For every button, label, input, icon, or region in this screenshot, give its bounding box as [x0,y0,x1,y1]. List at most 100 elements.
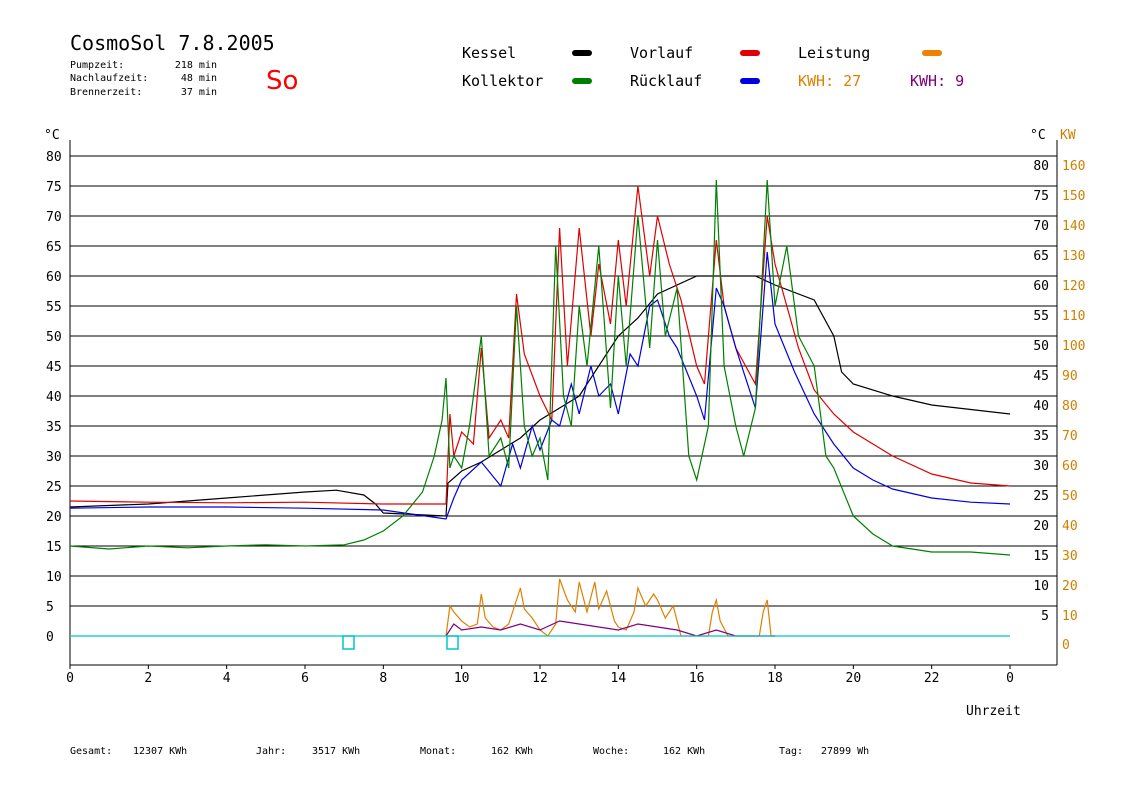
legend-label-ruecklauf: Rücklauf [630,72,702,90]
y-tick-label-right-power: 130 [1062,249,1085,264]
stat-value-pumpzeit: 218 min [175,60,217,71]
footer-value-tag: 27899 Wh [821,746,869,757]
x-tick-label: 2 [144,671,152,686]
y-tick-label-right-temp: 40 [1033,399,1049,414]
y-tick-label-right-temp: 15 [1033,549,1049,564]
legend-label-kessel: Kessel [462,44,516,62]
y-tick-label-left: 20 [46,510,62,525]
legend-swatch-kollektor [572,78,592,84]
y-ticks-left: 0 5 10 15 20 25 30 35 40 45 50 55 60 65 70 75 80 [46,150,62,645]
legend-swatch-vorlauf [740,50,760,56]
series-line-vorlauf [69,185,1011,505]
x-tick-label: 20 [846,671,862,686]
legend-label-vorlauf: Vorlauf [630,44,693,62]
y-tick-label-left: 40 [46,390,62,405]
y-tick-label-right-power: 60 [1062,459,1078,474]
y-tick-label-right-temp: 25 [1033,489,1049,504]
legend-label-leistung: Leistung [798,44,870,62]
y-tick-label-right-temp: 20 [1033,519,1049,534]
y-tick-label-right-power: 110 [1062,309,1085,324]
y-tick-label-left: 80 [46,150,62,165]
y-tick-label-right-power: 50 [1062,489,1078,504]
footer-label-tag: Tag: [779,746,803,757]
x-tick-label: 0 [1006,671,1014,686]
legend-label-kollektor: Kollektor [462,72,543,90]
x-tick-label: 12 [532,671,548,686]
footer-value-gesamt: 12307 KWh [133,746,187,757]
x-tick-label: 14 [611,671,627,686]
status-code: So [266,66,298,96]
y-tick-label-left: 60 [46,270,62,285]
footer-label-woche: Woche: [593,746,629,757]
y-tick-label-right-temp: 55 [1033,309,1049,324]
series-line-kollektor [69,179,1011,556]
y-tick-label-right-power: 90 [1062,369,1078,384]
y-tick-label-right-temp: 65 [1033,249,1049,264]
y-tick-label-left: 75 [46,180,62,195]
x-tick-label: 4 [223,671,231,686]
x-tick-label: 10 [454,671,470,686]
series-group [69,179,1011,637]
legend-swatch-ruecklauf [740,78,760,84]
kwh-secondary: KWH: 9 [910,72,964,90]
x-tick-label: 8 [379,671,387,686]
y-tick-label-right-temp: 70 [1033,219,1049,234]
y-tick-label-right-temp: 75 [1033,189,1049,204]
y-tick-label-right-power: 20 [1062,579,1078,594]
y-tick-label-left: 30 [46,450,62,465]
series-line-leistung [445,578,775,637]
legend-swatch-kessel [572,50,592,56]
pump-marker [342,635,355,650]
x-tick-label: 16 [689,671,705,686]
footer-value-monat: 162 KWh [491,746,533,757]
stat-label-brennerzeit: Brennerzeit: [70,87,142,98]
y-tick-label-right-temp: 30 [1033,459,1049,474]
y-tick-label-right-temp: 80 [1033,159,1049,174]
footer-label-gesamt: Gesamt: [70,746,112,757]
y-tick-label-left: 50 [46,330,62,345]
y-tick-label-right-power: 100 [1062,339,1085,354]
right-axis-unit-power: KW [1060,128,1076,143]
y-tick-label-right-power: 70 [1062,429,1078,444]
right-axis-unit-temp: °C [1030,128,1046,143]
y-tick-label-right-temp: 10 [1033,579,1049,594]
y-tick-label-right-power: 150 [1062,189,1085,204]
footer-value-jahr: 3517 KWh [312,746,360,757]
y-tick-label-right-power: 0 [1062,638,1070,653]
stat-value-nachlaufzeit: 48 min [181,73,217,84]
y-tick-label-right-power: 160 [1062,159,1085,174]
footer-value-woche: 162 KWh [663,746,705,757]
y-tick-label-right-temp: 45 [1033,369,1049,384]
y-tick-label-right-temp: 5 [1041,609,1049,624]
series-line-leistung2 [445,620,775,637]
y-tick-label-left: 35 [46,420,62,435]
legend-swatch-leistung [922,50,942,56]
page-title: CosmoSol 7.8.2005 [70,31,275,55]
footer-label-jahr: Jahr: [256,746,286,757]
y-tick-label-right-power: 140 [1062,219,1085,234]
y-tick-label-right-temp: 50 [1033,339,1049,354]
y-tick-label-right-power: 40 [1062,519,1078,534]
y-tick-label-left: 70 [46,210,62,225]
stat-label-nachlaufzeit: Nachlaufzeit: [70,73,148,84]
y-tick-label-left: 10 [46,570,62,585]
y-tick-label-left: 25 [46,480,62,495]
y-tick-label-right-temp: 35 [1033,429,1049,444]
y-tick-label-right-power: 30 [1062,549,1078,564]
series-line-r-cklauf [69,251,1011,520]
x-tick-label: 0 [66,671,74,686]
y-tick-label-left: 15 [46,540,62,555]
stat-label-pumpzeit: Pumpzeit: [70,60,124,71]
y-tick-label-left: 5 [46,600,54,615]
grid-lines [70,155,1057,607]
x-tick-label: 18 [767,671,783,686]
stat-value-brennerzeit: 37 min [181,87,217,98]
y-tick-label-right-temp: 60 [1033,279,1049,294]
y-tick-label-right-power: 80 [1062,399,1078,414]
footer-label-monat: Monat: [420,746,456,757]
y-tick-label-left: 0 [46,630,54,645]
y-tick-label-right-power: 10 [1062,609,1078,624]
y-tick-label-left: 65 [46,240,62,255]
left-axis-unit: °C [44,128,60,143]
